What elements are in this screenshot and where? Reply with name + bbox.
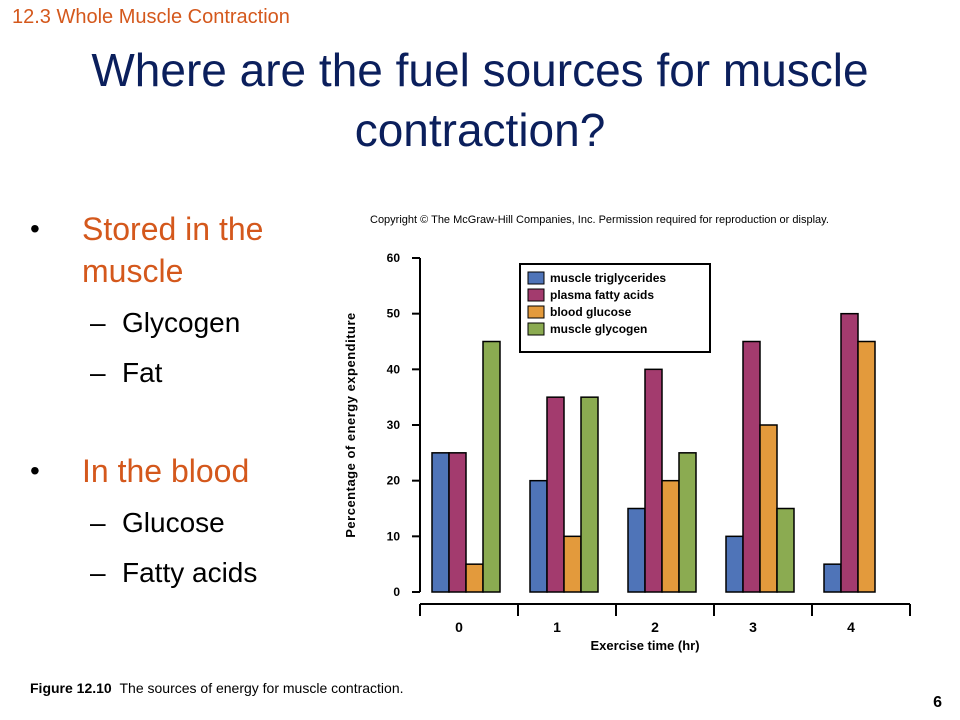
y-tick-label: 20 bbox=[387, 474, 401, 488]
bullet-heading: In the blood bbox=[82, 453, 250, 489]
legend-label: muscle glycogen bbox=[550, 322, 647, 336]
bar-muscle-triglycerides bbox=[725, 535, 744, 593]
y-tick-label: 50 bbox=[387, 307, 401, 321]
bar-muscle-glycogen bbox=[776, 507, 795, 593]
bullet-list: • Stored in the muscle – Glycogen – Fat • … bbox=[30, 208, 350, 598]
bar-blood-glucose bbox=[661, 479, 680, 593]
y-tick-label: 40 bbox=[387, 362, 401, 376]
figure-caption-text: The sources of energy for muscle contrac… bbox=[119, 680, 404, 696]
y-tick-label: 10 bbox=[387, 529, 401, 543]
sub-item: – Fatty acids bbox=[30, 548, 350, 598]
legend-label: plasma fatty acids bbox=[550, 288, 654, 302]
y-tick-label: 30 bbox=[387, 418, 401, 432]
dash-icon: – bbox=[90, 357, 106, 388]
x-tick-label: 3 bbox=[749, 619, 757, 635]
x-tick-label: 4 bbox=[847, 619, 855, 635]
sub-item: – Fat bbox=[30, 348, 350, 398]
y-axis-label: Percentage of energy expenditure bbox=[343, 312, 358, 538]
dash-icon: – bbox=[90, 507, 106, 538]
bar-muscle-glycogen bbox=[482, 340, 501, 593]
sub-list: – Glycogen – Fat bbox=[30, 298, 350, 398]
legend-swatch bbox=[527, 305, 545, 319]
x-tick-label: 2 bbox=[651, 619, 659, 635]
sub-item-label: Glycogen bbox=[122, 307, 241, 338]
legend-swatch bbox=[527, 288, 545, 302]
x-tick-label: 0 bbox=[455, 619, 463, 635]
x-axis-label: Exercise time (hr) bbox=[590, 638, 699, 653]
page-number: 6 bbox=[933, 694, 942, 711]
copyright-notice: Copyright © The McGraw-Hill Companies, I… bbox=[370, 214, 829, 226]
bar-muscle-triglycerides bbox=[529, 479, 548, 593]
bar-plasma-fatty-acids bbox=[840, 312, 859, 593]
bullet-dot-icon: • bbox=[30, 213, 40, 244]
bullet-heading: Stored in the muscle bbox=[82, 211, 264, 289]
legend-swatch bbox=[527, 322, 545, 336]
bar-muscle-triglycerides bbox=[431, 452, 450, 593]
bar-muscle-glycogen bbox=[580, 396, 599, 593]
bar-blood-glucose bbox=[857, 340, 876, 593]
bar-plasma-fatty-acids bbox=[742, 340, 761, 593]
dash-icon: – bbox=[90, 557, 106, 588]
slide-title: Where are the fuel sources for muscle co… bbox=[91, 44, 869, 156]
bar-plasma-fatty-acids bbox=[644, 368, 663, 593]
dash-icon: – bbox=[90, 307, 106, 338]
legend-label: muscle triglycerides bbox=[550, 271, 666, 285]
legend-label: blood glucose bbox=[550, 305, 632, 319]
legend-swatch bbox=[527, 271, 545, 285]
bar-blood-glucose bbox=[465, 563, 484, 593]
legend-box bbox=[519, 263, 711, 353]
bullet-stored-in-muscle: • Stored in the muscle bbox=[30, 208, 350, 292]
sub-item-label: Glucose bbox=[122, 507, 225, 538]
bullet-dot-icon: • bbox=[30, 455, 40, 486]
y-tick-label: 0 bbox=[393, 585, 400, 599]
bar-plasma-fatty-acids bbox=[448, 452, 467, 593]
sub-item-label: Fat bbox=[122, 357, 163, 388]
sub-item-label: Fatty acids bbox=[122, 557, 258, 588]
bar-blood-glucose bbox=[759, 424, 778, 593]
energy-sources-bar-chart: 0 10 20 30 40 50 60 0 1 2 3 4 Exercise time (hr) Perc… bbox=[343, 251, 911, 653]
bar-muscle-glycogen bbox=[678, 452, 697, 593]
bar-muscle-triglycerides bbox=[627, 507, 646, 593]
sub-item: – Glucose bbox=[30, 498, 350, 548]
y-tick-label: 60 bbox=[387, 251, 401, 265]
section-label: 12.3 Whole Muscle Contraction bbox=[12, 6, 290, 28]
sub-list: – Glucose – Fatty acids bbox=[30, 498, 350, 598]
bar-plasma-fatty-acids bbox=[546, 396, 565, 593]
figure-caption: Figure 12.10 The sources of energy for m… bbox=[30, 680, 404, 696]
bullet-in-the-blood: • In the blood bbox=[30, 450, 350, 492]
sub-item: – Glycogen bbox=[30, 298, 350, 348]
bar-blood-glucose bbox=[563, 535, 582, 593]
x-tick-label: 1 bbox=[553, 619, 561, 635]
bar-muscle-triglycerides bbox=[823, 563, 842, 593]
figure-label: Figure 12.10 bbox=[30, 680, 112, 696]
